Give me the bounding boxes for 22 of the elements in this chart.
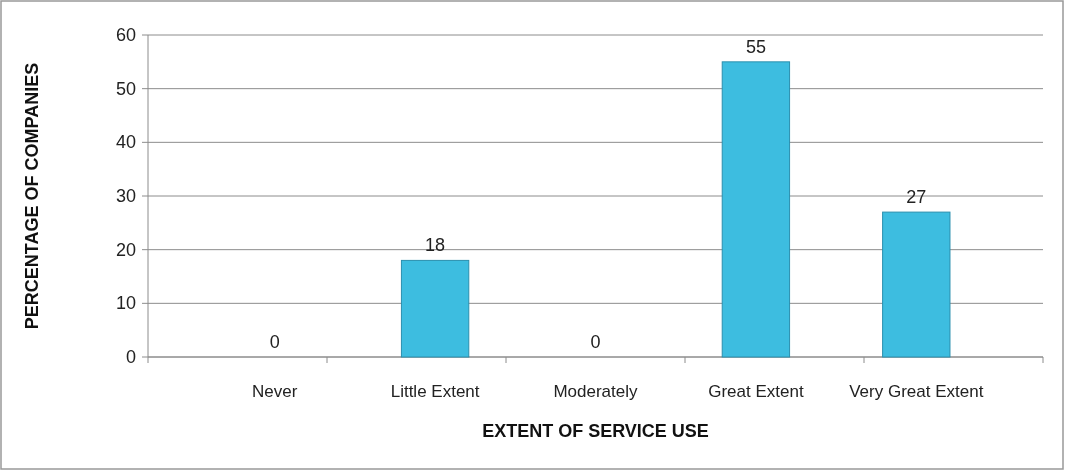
y-tick-label: 20 [115,239,136,260]
x-axis-title: EXTENT OF SERVICE USE [482,421,709,441]
data-label: 55 [745,36,766,57]
data-label: 0 [590,332,601,352]
y-tick-label: 60 [115,25,136,45]
x-tick-label: Very Great Extent [849,382,984,401]
y-axis-title: PERCENTAGE OF COMPANIES [22,62,42,330]
x-tick-label: Moderately [553,382,639,401]
y-tick-label: 0 [125,347,136,367]
data-label: 0 [269,332,280,352]
y-tick-label: 40 [115,132,136,153]
y-tick-label: 10 [115,293,136,314]
bar [882,211,951,358]
y-tick-label: 30 [115,186,136,206]
x-tick-label: Little Extent [390,382,480,401]
data-label: 18 [425,235,446,256]
bar [721,61,791,358]
data-label: 27 [906,187,927,208]
x-tick-label: Never [252,382,298,401]
bar [400,259,470,358]
y-tick-label: 50 [115,78,136,99]
x-tick-label: Great Extent [708,382,804,401]
